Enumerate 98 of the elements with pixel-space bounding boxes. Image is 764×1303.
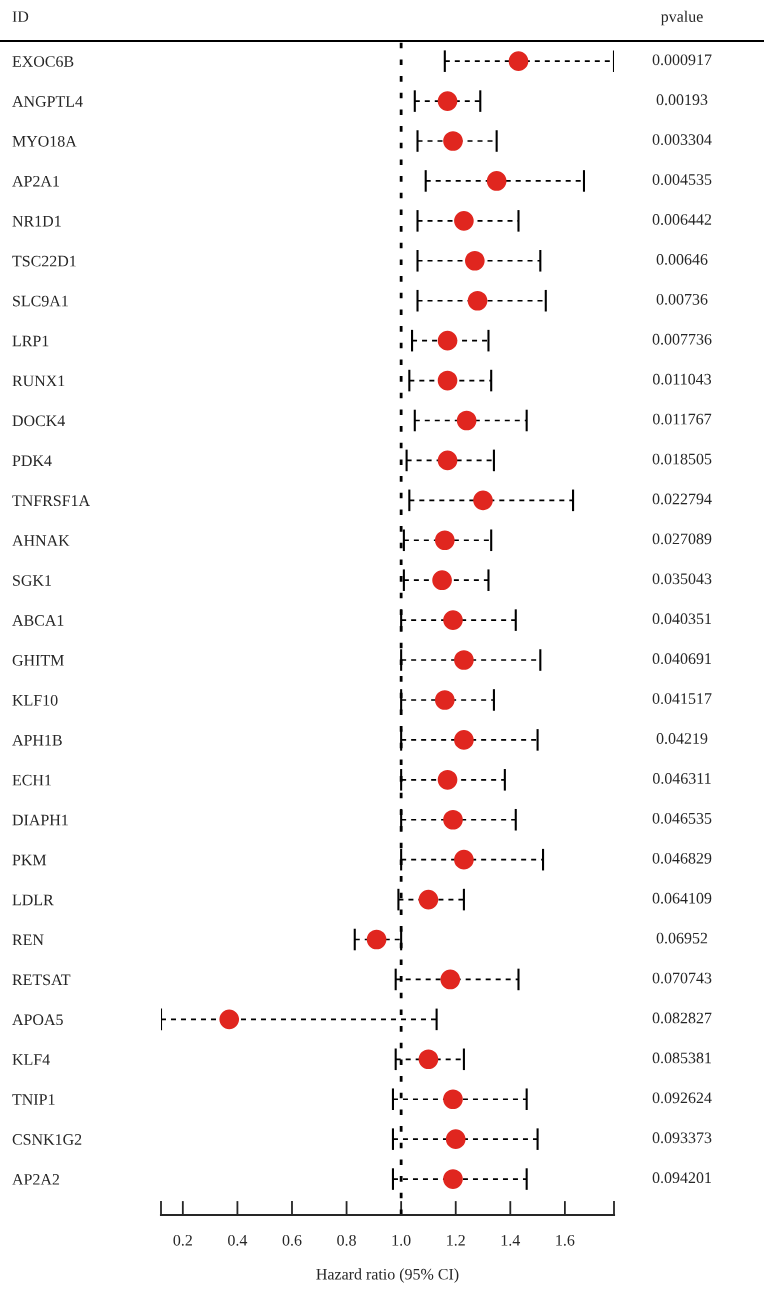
point bbox=[508, 51, 529, 71]
x-tick-label: 0.8 bbox=[337, 1234, 356, 1246]
point bbox=[443, 809, 463, 830]
point bbox=[437, 91, 458, 111]
text: 0.000917 bbox=[652, 54, 712, 66]
point bbox=[440, 969, 461, 990]
y-tick-label: TSC22D1 bbox=[12, 255, 76, 267]
text: 0.046829 bbox=[652, 852, 712, 864]
point bbox=[443, 1089, 463, 1110]
x-tick-label: 0.2 bbox=[173, 1234, 192, 1246]
point bbox=[465, 250, 485, 271]
text: 0.022794 bbox=[652, 493, 712, 505]
point bbox=[418, 889, 439, 910]
text: 0.041517 bbox=[652, 693, 712, 705]
text: 0.092624 bbox=[652, 1092, 712, 1104]
point bbox=[454, 849, 474, 870]
y-tick-label: APOA5 bbox=[12, 1014, 63, 1026]
y-tick-label: PDK4 bbox=[12, 455, 52, 466]
point bbox=[418, 1049, 439, 1070]
y-tick-label: MYO18A bbox=[12, 135, 77, 147]
text: 0.00646 bbox=[656, 254, 708, 265]
y-tick-label: AP2A1 bbox=[12, 175, 59, 187]
text: 0.070743 bbox=[652, 972, 712, 984]
point bbox=[443, 610, 463, 630]
text: 0.040351 bbox=[652, 613, 711, 625]
point bbox=[443, 131, 463, 151]
text: 0.094201 bbox=[652, 1172, 711, 1184]
x-tick-label: 1.4 bbox=[501, 1234, 521, 1246]
point bbox=[454, 650, 474, 670]
y-tick-label: REN bbox=[12, 934, 44, 946]
point bbox=[432, 570, 452, 591]
x-tick-label: 0.6 bbox=[282, 1234, 302, 1246]
y-tick-label: GHITM bbox=[12, 655, 64, 666]
text: 0.046535 bbox=[652, 812, 712, 824]
point bbox=[437, 770, 458, 790]
point bbox=[434, 690, 455, 710]
x-tick-label: 1.0 bbox=[392, 1234, 411, 1246]
text: 0.003304 bbox=[652, 134, 712, 146]
point bbox=[486, 171, 507, 191]
text: 0.035043 bbox=[652, 573, 712, 585]
text: 0.093373 bbox=[652, 1132, 712, 1144]
point bbox=[437, 370, 458, 391]
x-axis-title: Hazard ratio (95% CI) bbox=[316, 1268, 459, 1283]
text: 0.085381 bbox=[652, 1052, 711, 1064]
text: 0.027089 bbox=[652, 533, 712, 545]
text: 0.064109 bbox=[652, 892, 712, 904]
point bbox=[454, 211, 474, 231]
point bbox=[467, 290, 488, 311]
point bbox=[473, 490, 493, 511]
y-tick-label: TNIP1 bbox=[12, 1094, 55, 1105]
text: ID bbox=[12, 11, 29, 22]
text: 0.06952 bbox=[656, 932, 708, 944]
point bbox=[454, 730, 474, 750]
text: 0.011043 bbox=[652, 373, 712, 385]
text: 0.018505 bbox=[652, 453, 712, 465]
y-tick-label: KLF10 bbox=[12, 694, 58, 706]
y-tick-label: LRP1 bbox=[12, 335, 49, 347]
y-tick-label: SGK1 bbox=[13, 575, 51, 586]
text: 0.082827 bbox=[652, 1012, 712, 1024]
y-tick-label: RETSAT bbox=[12, 974, 71, 986]
y-tick-label: AHNAK bbox=[12, 535, 70, 546]
y-tick-label: DOCK4 bbox=[12, 415, 65, 427]
y-tick-label: CSNK1G2 bbox=[12, 1134, 82, 1145]
point bbox=[366, 929, 387, 950]
point bbox=[434, 530, 455, 551]
text: 0.04219 bbox=[656, 733, 708, 744]
point bbox=[456, 410, 477, 431]
text: 0.040691 bbox=[652, 653, 711, 665]
x-tick-label: 1.2 bbox=[447, 1234, 465, 1246]
point bbox=[443, 1169, 463, 1189]
y-tick-label: LDLR bbox=[12, 894, 54, 906]
text: 0.007736 bbox=[652, 333, 712, 345]
x-tick-label: 1.6 bbox=[556, 1234, 575, 1246]
y-tick-label: APH1B bbox=[12, 734, 62, 746]
text: 0.011767 bbox=[652, 413, 712, 425]
text: 0.00193 bbox=[656, 94, 708, 106]
point bbox=[219, 1009, 240, 1030]
text: pvalue bbox=[660, 10, 703, 26]
y-tick-label: DIAPH1 bbox=[12, 814, 68, 826]
y-tick-label: ABCA1 bbox=[12, 615, 64, 626]
text: 0.046311 bbox=[652, 773, 711, 784]
text: 0.00736 bbox=[656, 293, 708, 305]
y-tick-label: ECH1 bbox=[12, 774, 51, 786]
y-tick-label: TNFRSF1A bbox=[12, 495, 90, 507]
y-tick-label: ANGPTL4 bbox=[12, 96, 83, 107]
point bbox=[445, 1129, 466, 1149]
text: 0.004535 bbox=[652, 174, 712, 186]
y-tick-label: RUNX1 bbox=[12, 375, 65, 387]
y-tick-label: NR1D1 bbox=[12, 215, 61, 227]
y-tick-label: PKM bbox=[12, 854, 47, 866]
x-tick-label: 0.4 bbox=[228, 1234, 248, 1246]
y-tick-label: AP2A2 bbox=[12, 1174, 60, 1185]
point bbox=[437, 450, 458, 471]
point bbox=[437, 330, 458, 351]
text: 0.006442 bbox=[652, 214, 712, 225]
y-tick-label: KLF4 bbox=[12, 1054, 50, 1065]
y-tick-label: EXOC6B bbox=[12, 56, 74, 67]
y-tick-label: SLC9A1 bbox=[13, 295, 68, 307]
